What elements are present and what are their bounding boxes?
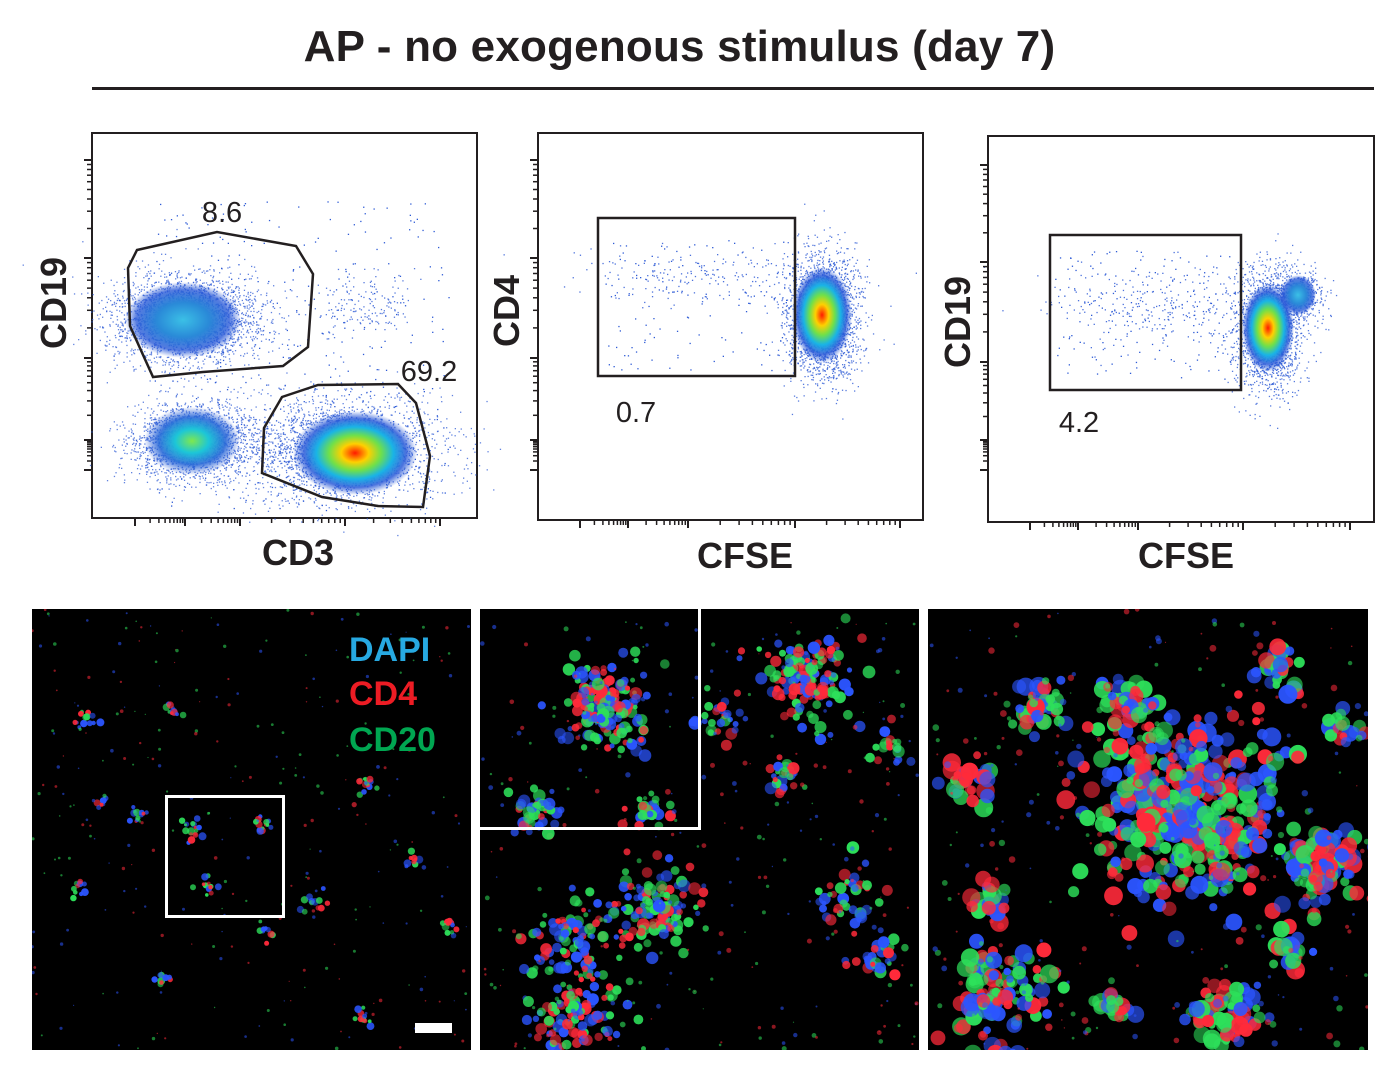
gate-cd19-prolif-label: 4.2 [1059, 407, 1099, 439]
micrograph-high-zoom [928, 609, 1368, 1050]
gate-cd19-label: 8.6 [202, 197, 242, 229]
double-negative-population-density [144, 407, 240, 475]
flow-panel-2-events [503, 203, 917, 420]
undivided-cd4-density [792, 267, 852, 363]
micrograph-overview: DAPI CD4 CD20 [32, 609, 471, 1050]
flow-panel-1-xlabel: CD3 [262, 532, 334, 573]
cd3-population-density [293, 411, 417, 495]
legend-cd20: CD20 [349, 721, 436, 759]
flow-panel-3-ylabel: CD19 [937, 276, 978, 368]
scale-bar [415, 1023, 452, 1033]
flow-cytometry-panels: 8.6 69.2 CD3 CD19 0.7 CFSE CD4 4.2 CFSE … [22, 132, 1375, 576]
zoom-region-box [480, 609, 701, 830]
figure-title: AP - no exogenous stimulus (day 7) [303, 22, 1056, 71]
flow-panel-2-ylabel: CD4 [486, 275, 527, 347]
zoom-region-box [165, 795, 285, 918]
flow-panel-1-frame [91, 132, 478, 519]
flow-panel-2-xlabel: CFSE [697, 535, 793, 576]
flow-panel-1-ticks [84, 159, 441, 526]
flow-panel-1-ylabel: CD19 [33, 257, 74, 349]
flow-panel-2-frame [537, 132, 924, 521]
legend-cd4: CD4 [349, 675, 418, 713]
gate-cd4-label: 0.7 [616, 397, 656, 429]
gate-cd3-label: 69.2 [401, 356, 457, 388]
micrograph-medium-zoom [480, 609, 919, 1050]
cd19-population-density [125, 282, 241, 358]
flow-panel-3-xlabel: CFSE [1138, 535, 1234, 576]
gate-cd3 [260, 382, 432, 509]
title-rule [92, 87, 1374, 90]
undivided-cd19-density [1242, 284, 1294, 372]
legend-dapi: DAPI [349, 631, 431, 669]
gate-cd4-proliferated [596, 216, 797, 378]
gate-cd19-proliferated [1048, 233, 1243, 392]
flow-panel-3-frame [987, 135, 1375, 523]
cd19-bright-density [1280, 275, 1316, 315]
flow-panel-2-ticks [530, 159, 901, 528]
flow-panel-3-ticks [980, 164, 1351, 530]
gate-cd19 [126, 230, 315, 379]
